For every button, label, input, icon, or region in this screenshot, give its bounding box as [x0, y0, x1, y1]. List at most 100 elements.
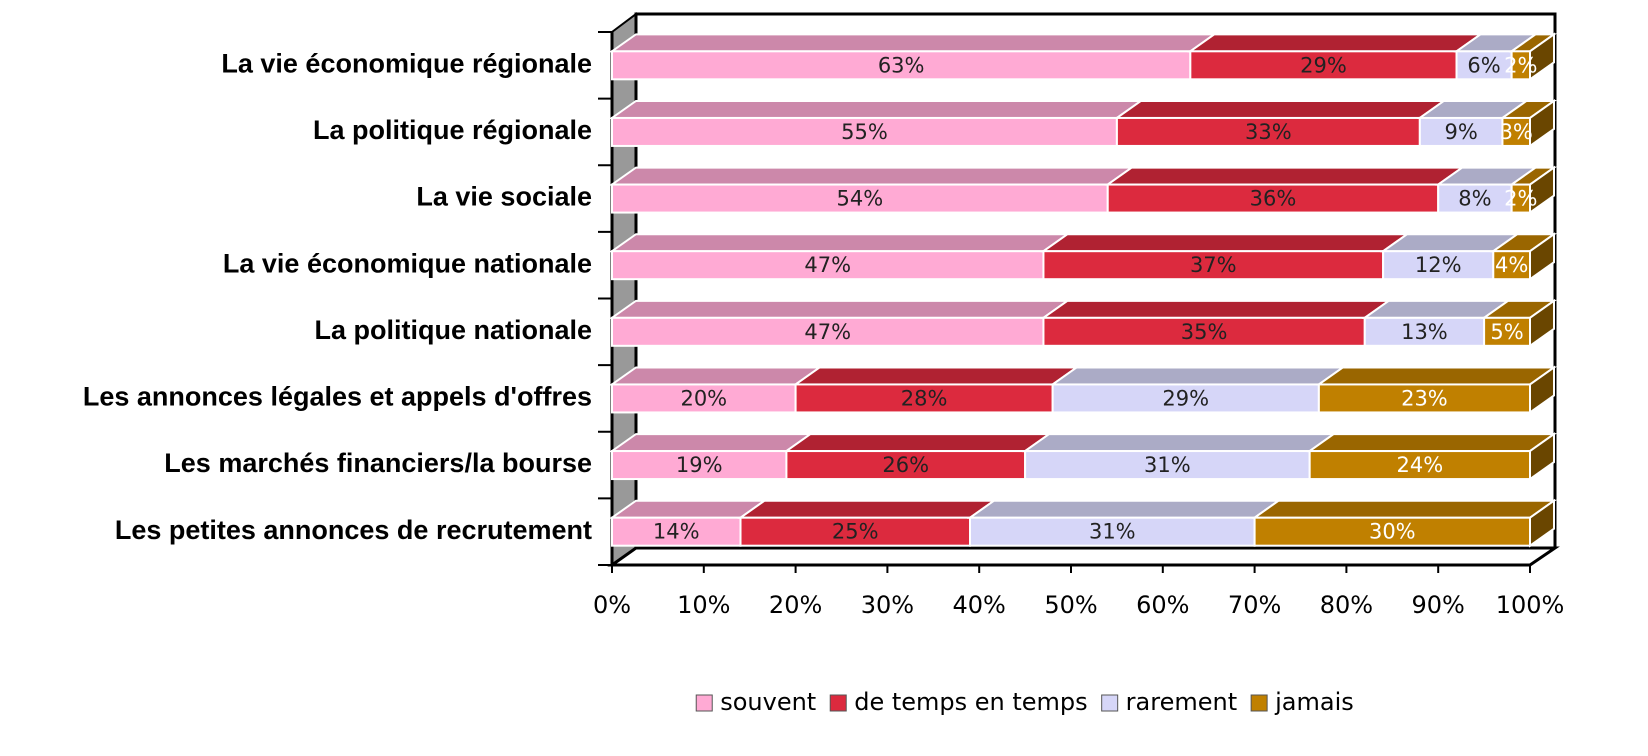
bar: [1418, 116, 1504, 147]
x-tick-label: 90%: [1412, 591, 1465, 619]
bar-top: [608, 366, 823, 386]
left-wall: [611, 12, 637, 567]
bar-top: [1104, 166, 1466, 186]
bar: [611, 316, 1045, 347]
x-tick-label: 10%: [677, 591, 730, 619]
bar-top: [608, 299, 1071, 319]
legend-marker: [1250, 694, 1268, 712]
bar-top: [608, 433, 814, 453]
bar-top: [608, 33, 1218, 53]
value-label: 26%: [882, 453, 929, 477]
value-label: 31%: [1144, 453, 1191, 477]
bar: [611, 183, 1109, 214]
bar: [1115, 116, 1421, 147]
x-tick-label: 80%: [1320, 591, 1373, 619]
value-label: 20%: [680, 386, 727, 410]
bar: [1253, 516, 1531, 547]
bar: [1492, 250, 1532, 281]
bar: [611, 50, 1192, 81]
bar: [1510, 183, 1532, 214]
bar: [1189, 50, 1458, 81]
category-label: La vie sociale: [416, 182, 592, 212]
category-label: La vie économique régionale: [221, 48, 592, 78]
bar-top: [1021, 433, 1337, 453]
x-tick-label: 30%: [861, 591, 914, 619]
value-label: 35%: [1181, 320, 1228, 344]
bar-top: [792, 366, 1080, 386]
category-label: Les petites annonces de recrutement: [115, 515, 592, 545]
value-label: 6%: [1467, 53, 1500, 77]
bar: [1106, 183, 1440, 214]
category-label: La politique nationale: [314, 315, 592, 345]
legend-marker: [829, 694, 847, 712]
value-label: 47%: [804, 253, 851, 277]
value-label: 12%: [1415, 253, 1462, 277]
bar: [1455, 50, 1513, 81]
legend-label: jamais: [1274, 688, 1354, 716]
value-label: 29%: [1300, 53, 1347, 77]
x-tick-label: 50%: [1044, 591, 1097, 619]
legend-marker: [1101, 694, 1119, 712]
value-label: 9%: [1444, 120, 1477, 144]
value-label: 30%: [1369, 520, 1416, 544]
bar-top: [1040, 299, 1392, 319]
value-label: 47%: [804, 320, 851, 344]
bar-top: [1049, 366, 1347, 386]
x-tick-label: 70%: [1228, 591, 1281, 619]
bar: [1308, 450, 1532, 481]
back-wall: [634, 12, 1557, 548]
bar: [611, 516, 742, 547]
x-tick-label: 100%: [1496, 591, 1565, 619]
bar: [785, 450, 1027, 481]
bar: [1051, 383, 1320, 414]
value-label: 14%: [653, 520, 700, 544]
bar-top: [1040, 233, 1411, 253]
value-label: 29%: [1162, 386, 1209, 410]
category-label: Les marchés financiers/la bourse: [164, 448, 592, 478]
legend-label: de temps en temps: [854, 688, 1087, 716]
bar: [611, 116, 1118, 147]
bar-top: [1187, 33, 1484, 53]
bar-top: [608, 499, 768, 519]
bar: [1510, 50, 1532, 81]
bar-top: [737, 499, 998, 519]
legend-label: rarement: [1126, 688, 1237, 716]
bar-top: [1251, 499, 1558, 519]
bar: [611, 383, 797, 414]
value-label: 2%: [1504, 187, 1537, 211]
category-label: La vie économique nationale: [223, 248, 592, 278]
x-tick-label: 20%: [769, 591, 822, 619]
value-label: 33%: [1245, 120, 1292, 144]
x-tick-label: 60%: [1136, 591, 1189, 619]
bar: [1483, 316, 1531, 347]
category-label: La politique régionale: [313, 115, 592, 145]
value-label: 55%: [841, 120, 888, 144]
value-label: 31%: [1089, 520, 1136, 544]
value-label: 24%: [1396, 453, 1443, 477]
bar-top: [1113, 99, 1447, 119]
value-label: 36%: [1250, 187, 1297, 211]
bar: [1382, 250, 1495, 281]
value-label: 54%: [837, 187, 884, 211]
value-label: 8%: [1458, 187, 1491, 211]
value-label: 13%: [1401, 320, 1448, 344]
bar: [1501, 116, 1531, 147]
bar: [1317, 383, 1531, 414]
x-tick-label: 40%: [953, 591, 1006, 619]
legend-marker: [695, 694, 713, 712]
value-label: 25%: [832, 520, 879, 544]
floor: [607, 546, 1560, 567]
value-label: 23%: [1401, 386, 1448, 410]
value-label: 5%: [1490, 320, 1523, 344]
value-label: 3%: [1500, 120, 1533, 144]
bar-top: [608, 166, 1135, 186]
category-label: Les annonces légales et appels d'offres: [83, 382, 592, 412]
value-label: 63%: [878, 53, 925, 77]
bar-top: [1306, 433, 1558, 453]
bar-top: [1315, 366, 1558, 386]
bar-top: [783, 433, 1053, 453]
bar-top: [966, 499, 1282, 519]
bar-top: [608, 233, 1071, 253]
value-label: 19%: [676, 453, 723, 477]
